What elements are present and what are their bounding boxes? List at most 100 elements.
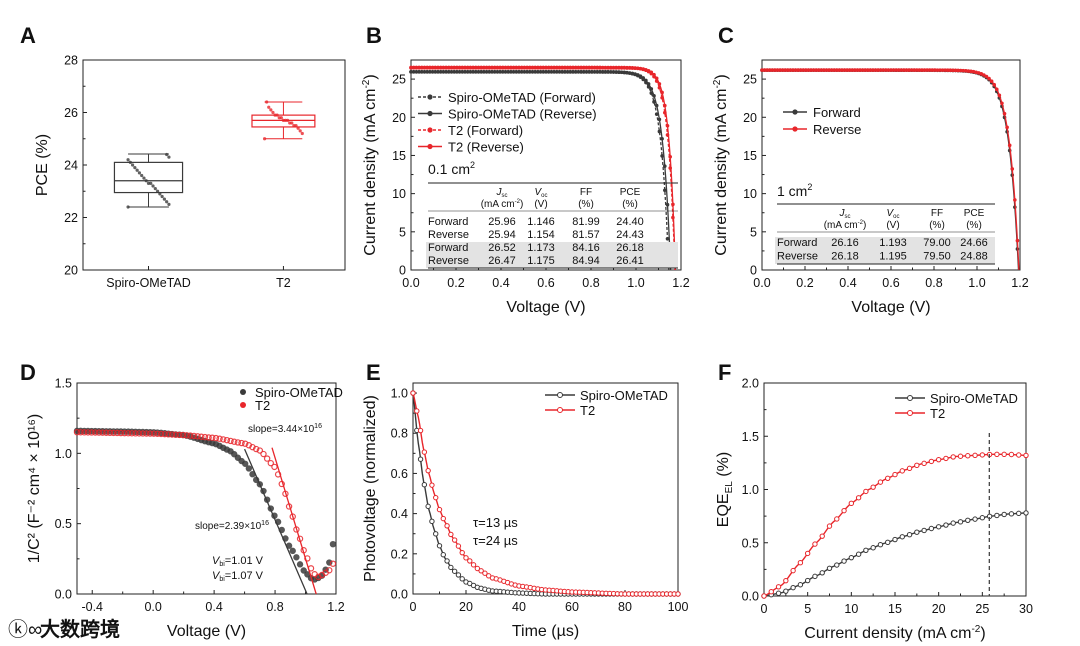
jv-marker bbox=[444, 70, 448, 74]
x-tick-label: 30 bbox=[1019, 602, 1033, 616]
jv-marker bbox=[780, 68, 785, 72]
vbi-value: =1.01 V bbox=[225, 555, 264, 567]
table-header: FF bbox=[931, 208, 943, 219]
jv-marker bbox=[614, 70, 618, 74]
jv-marker bbox=[907, 68, 911, 72]
mott-schottky-point bbox=[209, 434, 216, 441]
jv-marker bbox=[506, 70, 511, 74]
data-marker bbox=[433, 531, 439, 537]
x-tick-label: 1.0 bbox=[968, 276, 985, 290]
jv-marker bbox=[984, 74, 989, 79]
jv-marker bbox=[452, 70, 457, 74]
jv-marker bbox=[956, 68, 960, 73]
table-cell: 79.50 bbox=[923, 251, 951, 263]
series-spiro bbox=[410, 390, 681, 597]
plot-frame bbox=[412, 382, 679, 595]
jv-marker bbox=[804, 68, 808, 72]
jv-marker bbox=[517, 70, 521, 74]
jv-marker bbox=[487, 70, 492, 74]
jv-marker bbox=[767, 68, 772, 72]
jv-marker bbox=[598, 66, 602, 70]
y-axis-title-text: Current density (mA cm bbox=[713, 89, 730, 256]
x-axis-title: Voltage (V) bbox=[851, 299, 930, 316]
x-axis-title: Voltage (V) bbox=[167, 623, 246, 640]
table-header: PCE bbox=[964, 208, 985, 219]
jv-marker bbox=[522, 70, 527, 74]
table-cell: 1.195 bbox=[879, 251, 907, 263]
jv-marker bbox=[447, 70, 451, 74]
mott-schottky-point bbox=[84, 429, 92, 436]
x-axis-title-text: Time (µs) bbox=[512, 623, 579, 640]
data-marker bbox=[444, 558, 450, 564]
jv-marker bbox=[457, 70, 462, 74]
mott-schottky-point bbox=[114, 429, 121, 437]
data-line bbox=[412, 392, 678, 595]
mott-schottky-point bbox=[231, 451, 238, 458]
data-marker bbox=[928, 525, 935, 532]
box-t2 bbox=[251, 100, 316, 141]
jv-marker bbox=[627, 66, 632, 70]
jv-marker bbox=[994, 87, 999, 92]
data-marker bbox=[834, 516, 840, 522]
unit-text: (V) bbox=[886, 220, 899, 231]
mott-schottky-point bbox=[187, 432, 194, 439]
table-cell: 26.16 bbox=[831, 237, 859, 249]
jv-marker bbox=[1013, 198, 1017, 202]
data-marker bbox=[834, 562, 840, 568]
jv-marker bbox=[530, 66, 535, 70]
jv-marker bbox=[492, 66, 497, 70]
jv-marker bbox=[899, 68, 904, 72]
data-marker bbox=[436, 543, 443, 549]
jv-marker bbox=[649, 70, 654, 75]
mott-schottky-point bbox=[183, 432, 190, 439]
mott-schottky-point bbox=[157, 430, 165, 438]
jv-marker bbox=[541, 70, 546, 74]
jv-marker bbox=[579, 66, 583, 70]
y-tick-label: 0 bbox=[399, 264, 406, 278]
jv-marker bbox=[842, 68, 847, 72]
y-axis-title: Photovoltage (normalized) bbox=[362, 395, 379, 582]
x-tick-label: -0.4 bbox=[81, 600, 103, 614]
table-cell: 26.18 bbox=[831, 251, 859, 263]
jv-marker bbox=[773, 68, 777, 72]
mott-schottky-point bbox=[231, 438, 238, 445]
jv-marker bbox=[449, 66, 454, 70]
jv-marker bbox=[514, 66, 519, 70]
table-cell: 81.57 bbox=[572, 229, 600, 241]
data-marker bbox=[943, 455, 949, 462]
x-tick-label: 20 bbox=[932, 602, 946, 616]
jv-marker bbox=[644, 78, 648, 83]
x-category-label: T2 bbox=[276, 276, 291, 290]
jv-marker bbox=[609, 66, 613, 70]
jv-marker bbox=[625, 66, 629, 70]
mott-schottky-point bbox=[289, 513, 296, 520]
data-point bbox=[155, 189, 160, 193]
jv-marker bbox=[422, 66, 427, 70]
y-axis-title: EQEEL (%) bbox=[715, 452, 735, 527]
data-point bbox=[133, 166, 137, 170]
unit-end: ) bbox=[520, 199, 523, 210]
data-marker bbox=[950, 520, 956, 526]
jv-marker bbox=[853, 68, 857, 72]
legend-label: Spiro-OMeTAD (Forward) bbox=[448, 90, 596, 105]
panel-letter: E bbox=[366, 360, 381, 385]
mott-schottky-point bbox=[161, 430, 168, 438]
jv-marker bbox=[886, 68, 891, 72]
jv-marker bbox=[917, 68, 922, 72]
mott-schottky-point bbox=[73, 429, 81, 436]
jv-marker bbox=[791, 68, 795, 72]
mott-schottky-point bbox=[103, 429, 110, 436]
mott-schottky-point bbox=[143, 430, 150, 437]
mott-schottky-point bbox=[304, 555, 311, 562]
jv-marker bbox=[878, 68, 883, 72]
jv-marker bbox=[881, 68, 886, 72]
data-marker bbox=[675, 591, 681, 597]
jv-marker bbox=[646, 82, 651, 86]
header-symbol: J bbox=[839, 208, 846, 219]
data-marker bbox=[783, 577, 789, 584]
jv-marker bbox=[563, 66, 567, 70]
y-axis-title-sup: -2 bbox=[712, 79, 723, 88]
data-marker bbox=[957, 453, 964, 459]
jv-marker bbox=[654, 76, 659, 81]
y-tick-label: 0.0 bbox=[742, 590, 759, 604]
